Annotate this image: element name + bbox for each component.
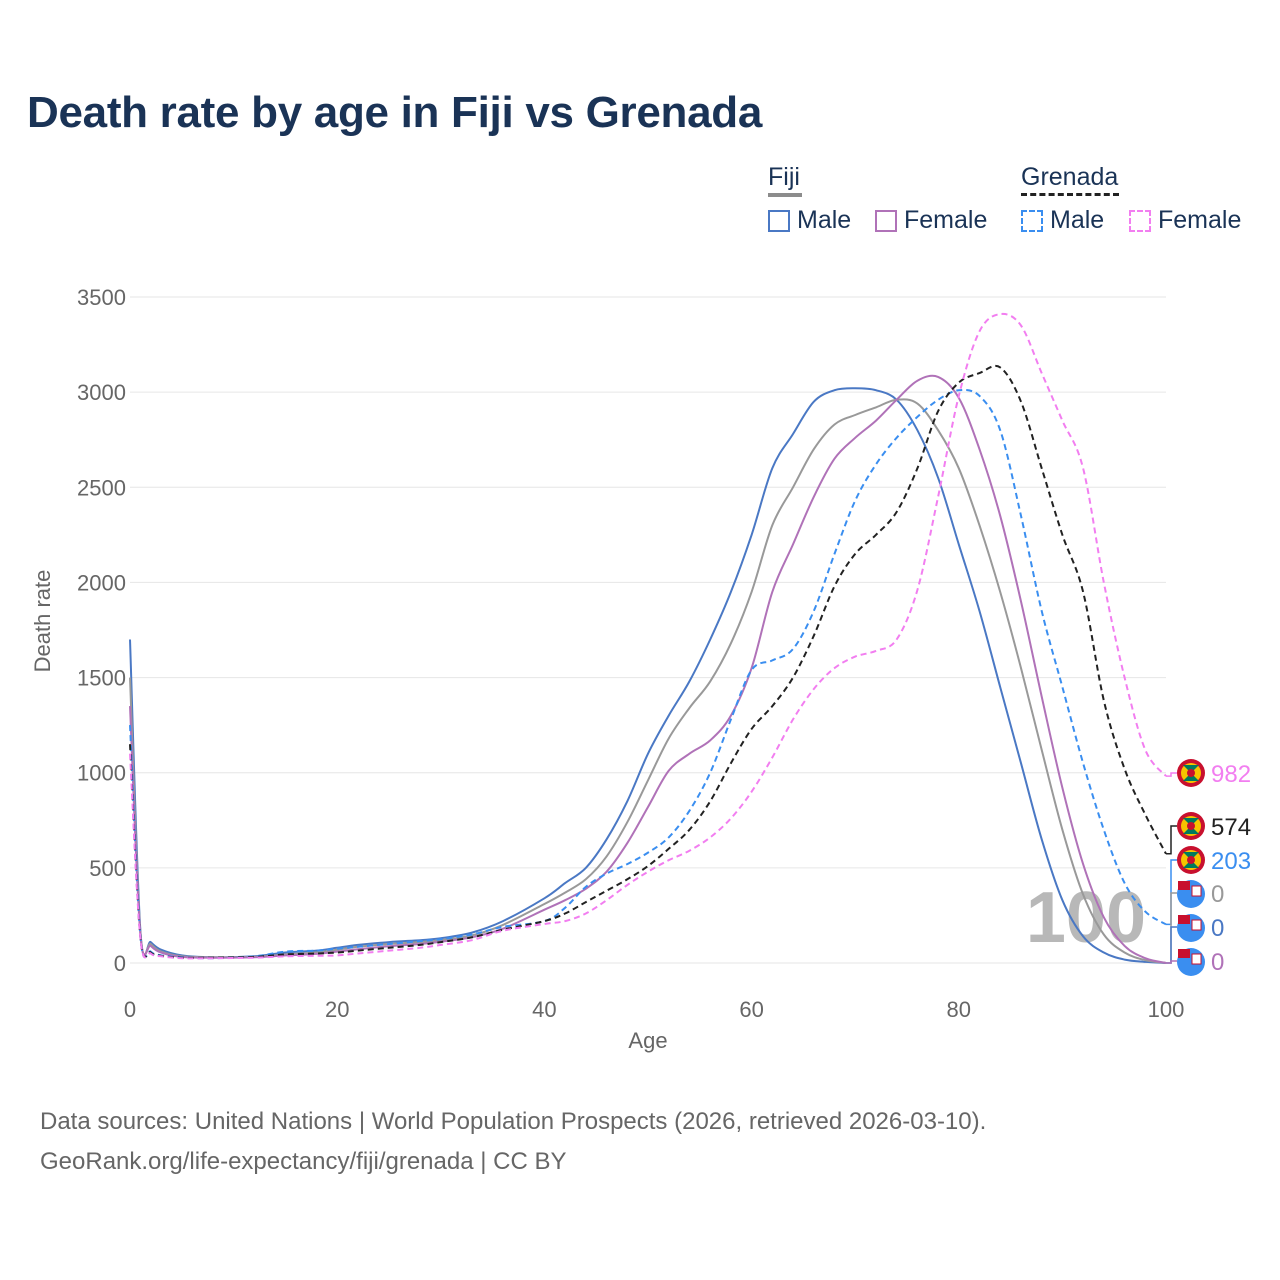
y-tick-label: 3500 — [77, 285, 126, 310]
source-line-2[interactable]: GeoRank.org/life-expectancy/fiji/grenada… — [40, 1148, 567, 1175]
end-value-label: 0 — [1211, 881, 1224, 908]
legend-item-grenada-male[interactable]: Male — [1021, 206, 1104, 235]
fiji-flag-jack — [1178, 915, 1190, 924]
y-tick-label: 1000 — [77, 761, 126, 786]
source-line-1: Data sources: United Nations | World Pop… — [40, 1108, 987, 1135]
fiji-flag-jack — [1178, 881, 1190, 890]
x-tick-label: 100 — [1148, 997, 1185, 1022]
chart-title: Death rate by age in Fiji vs Grenada — [27, 88, 763, 137]
end-value-label: 982 — [1211, 761, 1251, 788]
legend-label-fiji-male: Male — [797, 206, 852, 234]
x-tick-label: 60 — [739, 997, 763, 1022]
legend-group-grenada: Grenada — [1021, 163, 1119, 191]
legend-label-grenada-female: Female — [1158, 206, 1242, 234]
watermark: 100 — [1026, 878, 1146, 958]
end-label-connector — [1166, 960, 1177, 964]
legend-swatch-grenada-female — [1129, 209, 1151, 232]
x-tick-label: 20 — [325, 997, 349, 1022]
grenada-flag-center — [1187, 856, 1195, 864]
end-value-label: 0 — [1211, 949, 1224, 976]
end-value-label: 574 — [1211, 814, 1251, 841]
legend-swatch-fiji-female — [875, 209, 897, 232]
legend-label-fiji-female: Female — [904, 206, 988, 234]
y-axis-ticks: 0 500 1000 1500 2000 2500 3000 3500 — [77, 285, 126, 976]
end-label-connector — [1166, 772, 1177, 777]
series-line-grenada-female[interactable] — [129, 312, 1167, 960]
end-labels: 982 574 203 0 0 0 — [1166, 759, 1251, 976]
fiji-flag-shield — [1191, 953, 1202, 965]
y-tick-label: 0 — [114, 951, 126, 976]
y-tick-label: 2000 — [77, 570, 126, 595]
y-tick-label: 500 — [89, 856, 126, 881]
legend-label-grenada-male: Male — [1050, 206, 1105, 234]
fiji-flag-shield — [1191, 885, 1202, 897]
series-line-grenada-male-female[interactable] — [129, 364, 1167, 959]
legend-swatch-fiji-male — [768, 209, 790, 232]
end-value-label: 0 — [1211, 915, 1224, 942]
legend-group-grenada-line — [1021, 193, 1119, 196]
x-tick-label: 0 — [124, 997, 136, 1022]
grenada-flag-center — [1187, 822, 1195, 830]
legend-item-grenada-female[interactable]: Female — [1129, 206, 1241, 235]
end-value-label: 203 — [1211, 848, 1251, 875]
series-lines — [129, 312, 1167, 964]
fiji-flag-shield — [1191, 919, 1202, 931]
y-tick-label: 3000 — [77, 380, 126, 405]
grenada-flag-center — [1187, 769, 1195, 777]
series-line-fiji-male[interactable] — [129, 387, 1167, 964]
x-axis-ticks: 0 20 40 60 80 100 — [124, 997, 1184, 1022]
y-axis-title: Death rate — [30, 570, 55, 673]
series-line-fiji-male-female[interactable] — [129, 398, 1167, 964]
legend-item-fiji-female[interactable]: Female — [875, 206, 987, 235]
fiji-flag-jack — [1178, 949, 1190, 958]
series-line-grenada-male[interactable] — [129, 388, 1167, 960]
end-label-connector — [1166, 926, 1177, 964]
end-label-connector — [1166, 859, 1177, 926]
legend-item-fiji-male[interactable]: Male — [768, 206, 851, 235]
legend-group-fiji-line — [768, 193, 802, 197]
grid — [130, 296, 1166, 964]
x-tick-label: 80 — [947, 997, 971, 1022]
series-line-fiji-female[interactable] — [129, 374, 1167, 964]
y-tick-label: 1500 — [77, 666, 126, 691]
x-axis-title: Age — [628, 1028, 667, 1053]
x-tick-label: 40 — [532, 997, 556, 1022]
legend-swatch-grenada-male — [1021, 209, 1043, 232]
end-label-connector — [1166, 825, 1177, 855]
y-tick-label: 2500 — [77, 475, 126, 500]
legend-group-fiji: Fiji — [768, 163, 800, 191]
